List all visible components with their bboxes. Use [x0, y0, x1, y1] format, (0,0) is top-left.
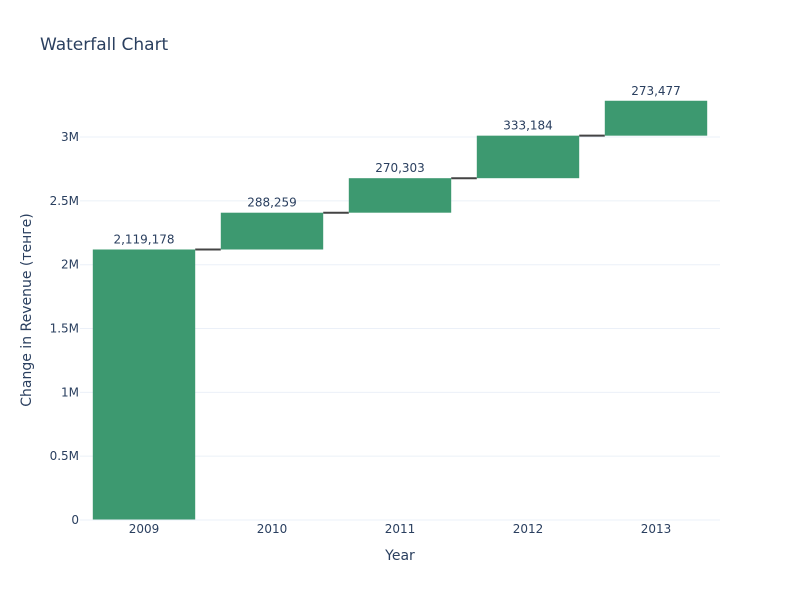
bar-2010 [220, 212, 324, 250]
y-tick-label: 3M [61, 130, 79, 144]
data-label-2013: 273,477 [631, 84, 681, 98]
y-tick-label: 0 [71, 513, 79, 527]
chart-title: Waterfall Chart [40, 35, 169, 55]
y-tick-label: 2.5M [50, 194, 79, 208]
y-tick-label: 2M [61, 258, 79, 272]
bar-2009 [92, 249, 196, 520]
x-tick-label: 2009 [129, 522, 160, 536]
x-axis-ticks: 2009 2010 2011 2012 2013 [129, 522, 672, 536]
y-tick-label: 1M [61, 385, 79, 399]
x-tick-label: 2010 [257, 522, 288, 536]
data-label-2009: 2,119,178 [113, 232, 174, 246]
connectors [195, 134, 605, 251]
bar-2013 [604, 100, 708, 136]
x-tick-label: 2013 [641, 522, 672, 536]
y-axis-title: Change in Revenue (тенге) [19, 213, 35, 407]
bars [92, 100, 708, 520]
y-tick-label: 0.5M [50, 449, 79, 463]
bar-2012 [476, 135, 580, 179]
data-label-2011: 270,303 [375, 161, 425, 175]
data-labels: 2,119,178 288,259 270,303 333,184 273,477 [113, 84, 680, 247]
data-label-2012: 333,184 [503, 119, 553, 133]
data-label-2010: 288,259 [247, 196, 297, 210]
bar-2011 [348, 178, 452, 213]
y-axis-ticks: 0 0.5M 1M 1.5M 2M 2.5M 3M [50, 130, 79, 527]
y-tick-label: 1.5M [50, 322, 79, 336]
x-tick-label: 2011 [385, 522, 416, 536]
x-tick-label: 2012 [513, 522, 544, 536]
x-axis-title: Year [384, 548, 415, 564]
